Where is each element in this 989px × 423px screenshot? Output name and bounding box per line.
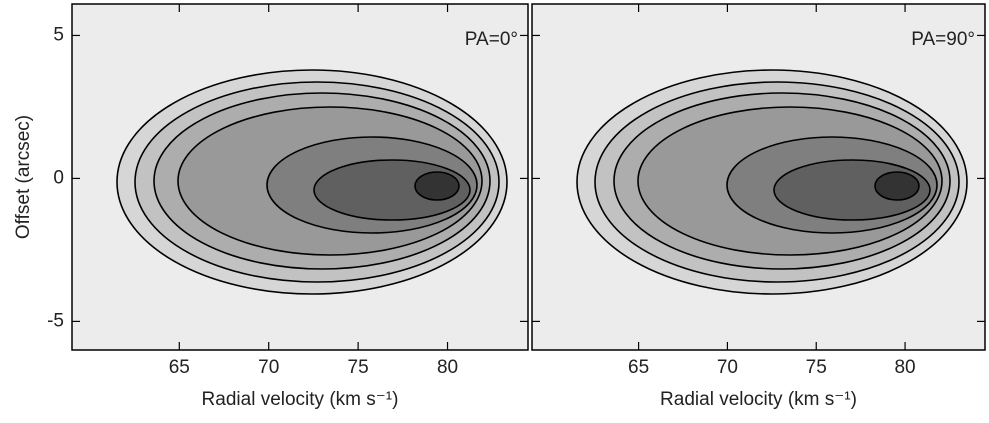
y-tick-label: 0 bbox=[53, 167, 64, 188]
contour-image bbox=[72, 4, 528, 350]
panel-frame bbox=[71, 3, 529, 351]
x-tick-label: 80 bbox=[437, 357, 458, 378]
x-tick-label: 70 bbox=[717, 357, 738, 378]
x-tick-label: 65 bbox=[628, 357, 649, 378]
x-tick-label: 80 bbox=[894, 357, 915, 378]
annotation: PA=0° bbox=[465, 29, 518, 50]
x-tick-label: 65 bbox=[169, 357, 190, 378]
contour-image bbox=[532, 4, 985, 350]
x-axis-label: Radial velocity (km s⁻¹) bbox=[660, 389, 857, 410]
y-tick-label: 5 bbox=[53, 24, 64, 45]
x-tick-label: 70 bbox=[258, 357, 279, 378]
y-axis-label: Offset (arcsec) bbox=[13, 115, 34, 239]
x-tick-label: 75 bbox=[806, 357, 827, 378]
x-axis-label: Radial velocity (km s⁻¹) bbox=[202, 389, 399, 410]
panel-frame bbox=[531, 3, 986, 351]
x-tick-label: 75 bbox=[348, 357, 369, 378]
annotation: PA=90° bbox=[911, 29, 975, 50]
y-tick-label: -5 bbox=[47, 310, 64, 331]
